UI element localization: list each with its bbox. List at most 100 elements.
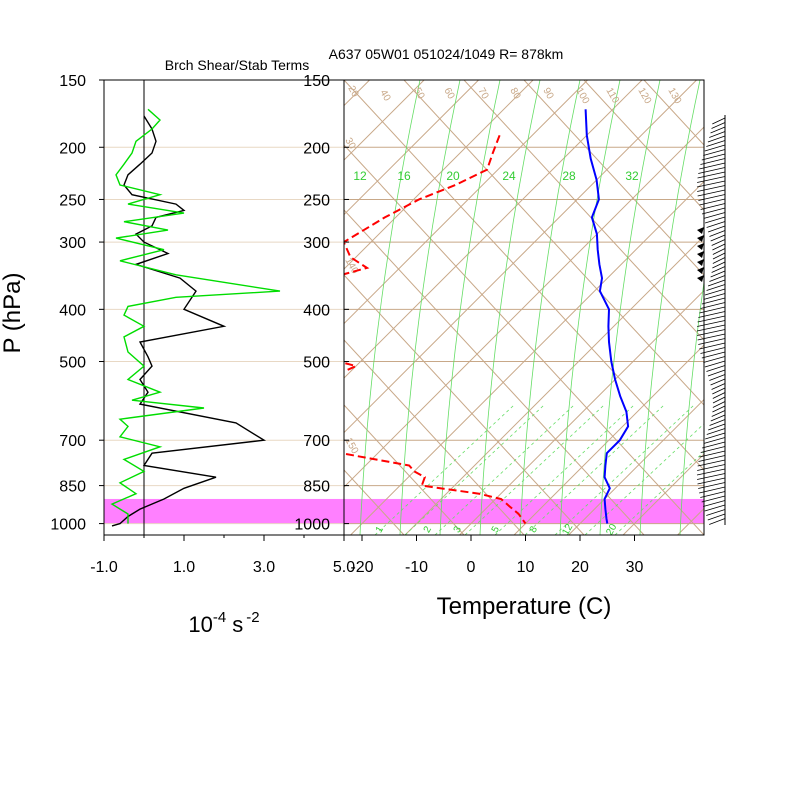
isotherm <box>344 80 534 270</box>
left-y-tick-label: 300 <box>59 235 86 252</box>
isotherm <box>622 453 704 535</box>
wind-barb <box>704 360 726 368</box>
mixing-ratio-label: 12 <box>353 169 367 183</box>
wind-barb <box>704 144 726 152</box>
barb-flag <box>697 235 704 242</box>
mixing-ratio-label: 28 <box>562 169 576 183</box>
wind-barb <box>711 239 726 246</box>
isotherm-label: 130 <box>665 86 683 106</box>
isotherm-label: 40 <box>377 88 392 104</box>
wind-barb <box>701 495 726 503</box>
dry-adiabat <box>344 534 345 535</box>
mixing-ratio-line <box>374 403 516 535</box>
dry-adiabat <box>344 274 585 535</box>
wind-barb <box>698 167 726 174</box>
shear-line <box>111 115 267 527</box>
moist-adiabat <box>479 80 541 535</box>
right-x-tick-label: 30 <box>626 559 644 576</box>
isotherm-label: 100 <box>573 86 591 106</box>
isotherm <box>0 80 315 535</box>
isotherm <box>344 80 588 325</box>
wind-barb <box>699 306 726 314</box>
mixing-ratio-label: 20 <box>446 169 460 183</box>
wind-barb <box>706 365 726 372</box>
mixing-ratio-label: 24 <box>502 169 516 183</box>
x-label-unit: s <box>232 612 243 637</box>
wind-barb <box>706 140 726 147</box>
skew-t-background-grid <box>0 80 800 535</box>
isotherm-label: 20 <box>345 84 360 100</box>
stability-line <box>110 108 281 524</box>
mixing-ratio-label: 16 <box>397 169 411 183</box>
wind-barb <box>711 266 726 273</box>
wind-barb <box>703 500 726 507</box>
mixing-ratio-bottom-label: 8 <box>528 524 541 535</box>
wind-barb <box>709 518 726 525</box>
wind-barb <box>712 392 726 399</box>
wind-barb <box>703 212 726 219</box>
left-y-tick-label: 400 <box>59 302 86 319</box>
dry-adiabat <box>344 80 704 471</box>
right-x-tick-label: -20 <box>350 559 373 576</box>
mixing-ratio-label: 32 <box>625 169 639 183</box>
barb-flag <box>697 251 704 258</box>
wind-barb <box>696 324 726 332</box>
isotherm <box>404 235 704 535</box>
wind-barb <box>706 428 726 435</box>
mixing-ratio-line <box>404 403 546 535</box>
right-y-tick-label: 300 <box>303 235 330 252</box>
wind-barb <box>712 248 726 255</box>
isotherm-label: 90 <box>540 86 555 102</box>
wind-barb <box>708 423 726 431</box>
isotherm <box>344 80 479 216</box>
wind-barb <box>697 459 726 467</box>
x-label-exponent: -4 <box>213 609 226 626</box>
mixing-ratio-line <box>524 403 666 535</box>
wind-barb <box>701 153 726 161</box>
wind-barb <box>712 396 726 404</box>
mixing-ratio-bottom-label: 12 <box>560 522 575 538</box>
isotherm-label: 70 <box>475 86 490 102</box>
left-y-tick-label: 850 <box>59 479 86 496</box>
wind-barb <box>700 203 726 210</box>
isotherm <box>350 180 704 535</box>
left-x-tick-label: 1.0 <box>173 559 195 576</box>
wind-barb <box>710 414 726 422</box>
mixing-ratio-line <box>584 423 704 535</box>
wind-barb <box>704 288 726 296</box>
barb-flag <box>697 275 704 282</box>
left-y-tick-labels: 150 200 250 300 400 500 700 850 1000 <box>50 73 104 534</box>
wind-barb <box>712 405 726 413</box>
wind-barb <box>709 230 726 237</box>
barb-flag <box>697 267 704 274</box>
wind-barb <box>697 473 726 480</box>
isotherm <box>0 80 261 535</box>
dry-adiabat <box>0 80 284 535</box>
left-y-tick-label: 150 <box>59 73 86 90</box>
wind-barb <box>697 464 726 471</box>
right-y-tick-labels: 150 200 250 300 400 500 700 850 1000 <box>294 73 349 534</box>
isotherm <box>513 344 704 535</box>
mixing-ratio-bottom-label: 2 <box>422 524 435 535</box>
wind-barb <box>697 176 726 183</box>
wind-barb <box>698 338 726 345</box>
wind-barb <box>710 270 726 278</box>
isotherm <box>787 80 800 535</box>
wind-barb <box>699 450 726 458</box>
wind-barb <box>696 180 726 188</box>
wind-barb <box>709 419 726 426</box>
left-y-tick-label: 500 <box>59 355 86 372</box>
wind-barb <box>711 383 726 390</box>
skew-t-series-group <box>344 109 630 525</box>
right-x-tick-labels: -20 -10 0 10 20 30 <box>350 535 644 576</box>
barb-flag <box>697 227 704 234</box>
wind-barb <box>707 513 726 521</box>
wind-barb <box>697 320 726 327</box>
wind-barb <box>710 234 726 242</box>
wind-barb <box>700 302 726 309</box>
barb-flag <box>697 259 704 266</box>
wind-barb <box>712 252 726 260</box>
wind-barb <box>700 347 726 354</box>
wind-barb <box>712 117 726 125</box>
